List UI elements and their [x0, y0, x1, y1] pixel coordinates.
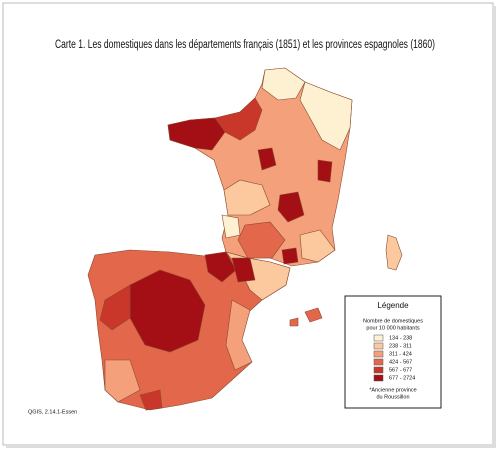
- region: [299, 229, 336, 263]
- region: [304, 307, 323, 323]
- credit: QGIS, 2.14.1-Essen: [28, 409, 77, 415]
- legend-note: *Ancienne province: [369, 387, 416, 393]
- legend-label: 567 - 677: [389, 367, 412, 373]
- region: [139, 389, 163, 411]
- legend-items: 134 - 238 238 - 311 311 - 424 424 - 567 567 …: [373, 334, 415, 382]
- legend-subtitle: pour 10 000 habitants: [366, 325, 419, 331]
- region: [277, 191, 305, 223]
- legend-title: Légende: [377, 301, 409, 310]
- legend-subtitle: Nombre de domestiques: [363, 318, 423, 324]
- region: [257, 147, 277, 171]
- legend-note: du Roussillon: [376, 394, 409, 400]
- region: [225, 299, 253, 371]
- region: [99, 284, 131, 331]
- region: [281, 247, 299, 265]
- legend-box: [344, 295, 442, 409]
- legend-label: 424 - 567: [389, 359, 412, 365]
- map-title: Carte 1. Les domestiques dans les départ…: [55, 39, 435, 51]
- legend-swatch: [373, 358, 384, 366]
- region: [289, 317, 299, 327]
- legend: Légende Nombre de domestiques pour 10 00…: [344, 295, 442, 409]
- frame-shadow: [492, 6, 496, 448]
- region: [385, 234, 403, 271]
- region: [129, 269, 206, 353]
- region: [299, 81, 353, 151]
- region: [231, 257, 256, 283]
- map: [87, 67, 403, 411]
- region: [221, 214, 241, 239]
- region: [237, 221, 286, 259]
- legend-label: 311 - 424: [389, 351, 412, 357]
- region: [223, 179, 271, 216]
- region: [214, 97, 263, 141]
- legend-label: 677 - 2724: [389, 375, 415, 381]
- region: [167, 117, 226, 151]
- region: [204, 251, 237, 283]
- legend-swatch: [373, 366, 384, 374]
- legend-label: 134 - 238: [389, 335, 412, 341]
- legend-swatch: [373, 350, 384, 358]
- legend-swatch: [373, 334, 384, 342]
- frame-shadow: [6, 444, 495, 448]
- region: [104, 359, 141, 403]
- legend-swatch: [373, 342, 384, 350]
- region: [261, 67, 306, 101]
- legend-label: 238 - 311: [389, 343, 412, 349]
- region: [317, 159, 333, 183]
- legend-swatch: [373, 374, 384, 382]
